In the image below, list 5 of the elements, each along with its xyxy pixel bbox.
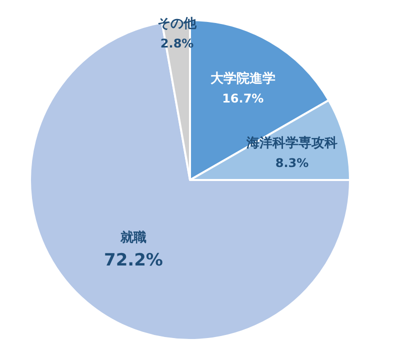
data-label: 8.3% [275, 156, 309, 170]
data-label: 72.2% [104, 250, 163, 270]
data-label: 16.7% [222, 92, 264, 106]
slice-label: 就職 [119, 229, 146, 246]
slice-label: 大学院進学 [210, 70, 276, 87]
